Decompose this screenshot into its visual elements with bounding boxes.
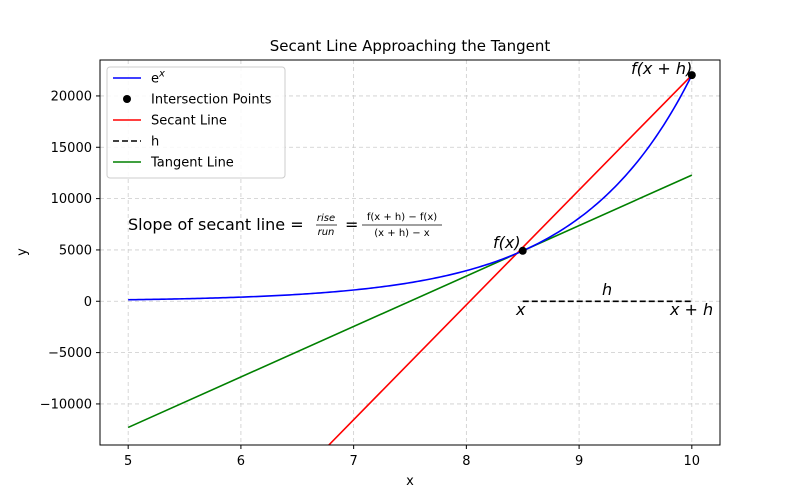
- legend-dot-swatch: [123, 95, 131, 103]
- y-tick-label: 5000: [59, 243, 92, 258]
- legend-label-superscript: x: [158, 69, 165, 80]
- x-tick-label: 8: [462, 454, 470, 469]
- intersection-point: [687, 71, 696, 80]
- chart-title: Secant Line Approaching the Tangent: [270, 37, 551, 55]
- fx-annotation: f(x): [493, 233, 521, 252]
- x-tick-label: 9: [575, 454, 583, 469]
- y-tick-label: −5000: [48, 346, 92, 361]
- tangent-line-series: [127, 174, 693, 429]
- axis-ticks: 5 6 7 8 9 10 −10000 −5000 0 5000 10000 15000 20000: [40, 89, 700, 469]
- formula-equals: =: [345, 215, 358, 234]
- formula-denominator: (x + h) − x: [374, 228, 430, 239]
- plot-frame: [99, 59, 721, 446]
- y-tick-label: 15000: [51, 141, 92, 156]
- intersection-point: [518, 246, 527, 255]
- secant-slope-formula: Slope of secant line = rise run = f(x + …: [128, 212, 442, 239]
- h-annotation: h: [602, 280, 612, 299]
- y-tick-label: 20000: [51, 89, 92, 104]
- x-axis-label: x: [406, 474, 414, 489]
- formula-prefix: Slope of secant line =: [128, 215, 304, 234]
- x-tick-label: 7: [349, 454, 357, 469]
- x-tick-label: 5: [124, 454, 132, 469]
- y-axis-label: y: [15, 248, 30, 256]
- x-tick-label: 6: [237, 454, 245, 469]
- formula-rise: rise: [317, 213, 335, 224]
- formula-numerator: f(x + h) − f(x): [367, 212, 437, 223]
- legend-label: Secant Line: [151, 114, 227, 129]
- x-tick-label: 10: [684, 454, 701, 469]
- annotations: f(x) f(x + h) x x + h h Slope of secant …: [128, 59, 713, 319]
- secant-line-series: [328, 74, 693, 445]
- fxh-annotation: f(x + h): [631, 59, 692, 78]
- y-tick-label: 10000: [51, 192, 92, 207]
- plot-series: [127, 71, 696, 445]
- legend-label: Tangent Line: [150, 156, 234, 171]
- formula-run: run: [318, 227, 335, 238]
- y-tick-label: 0: [84, 295, 92, 310]
- legend-label: h: [151, 135, 159, 150]
- y-tick-label: −10000: [40, 397, 92, 412]
- xh-annotation: x + h: [669, 300, 713, 319]
- legend-label: Intersection Points: [151, 93, 272, 108]
- exp-curve-series: [128, 74, 693, 301]
- x-annotation: x: [515, 300, 526, 319]
- legend-box: [106, 66, 286, 179]
